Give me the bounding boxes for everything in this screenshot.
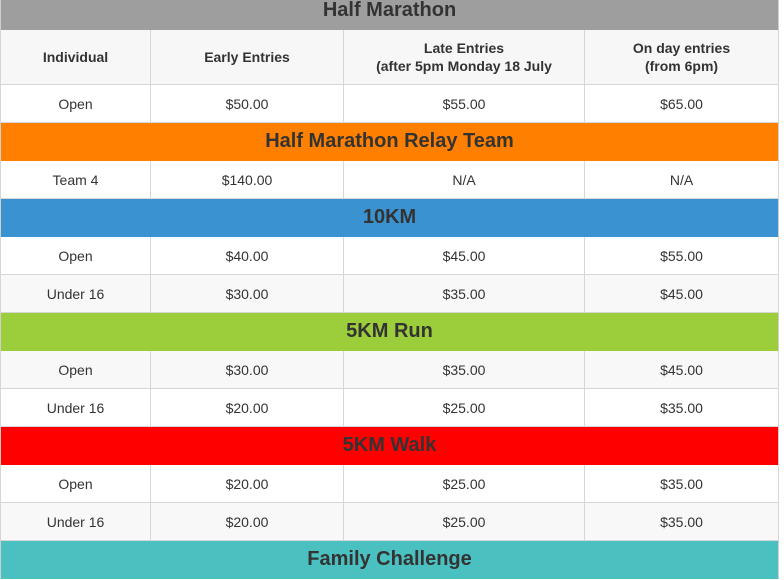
- section-banner-half-marathon: Half Marathon: [0, 0, 780, 30]
- category-cell: Under 16: [0, 502, 151, 541]
- early-price-cell: $50.00: [150, 84, 344, 123]
- table-row: Open $40.00 $45.00 $55.00: [0, 236, 780, 275]
- section-title: Half Marathon Relay Team: [0, 122, 780, 161]
- late-price-cell: $35.00: [343, 274, 585, 313]
- category-cell: Under 16: [0, 388, 151, 427]
- header-on-day-entries: On day entries (from 6pm): [583, 29, 780, 85]
- early-price-cell: $30.00: [150, 350, 344, 389]
- category-cell: Under 16: [0, 274, 151, 313]
- onday-price-cell: $35.00: [583, 464, 780, 503]
- table-row: Under 16 $20.00 $25.00 $35.00: [0, 502, 780, 541]
- onday-price-cell: $35.00: [583, 502, 780, 541]
- section-title: Half Marathon: [0, 0, 780, 30]
- early-price-cell: $40.00: [150, 236, 344, 275]
- section-banner-relay-team: Half Marathon Relay Team: [0, 122, 780, 161]
- early-price-cell: $30.00: [150, 274, 344, 313]
- early-price-cell: $20.00: [150, 502, 344, 541]
- section-title: 5KM Walk: [0, 426, 780, 465]
- category-cell: Open: [0, 350, 151, 389]
- late-price-cell: $25.00: [343, 464, 585, 503]
- table-row: Under 16 $20.00 $25.00 $35.00: [0, 388, 780, 427]
- section-banner-family-challenge: Family Challenge: [0, 540, 780, 579]
- table-row: Under 16 $30.00 $35.00 $45.00: [0, 274, 780, 313]
- onday-price-cell: $45.00: [583, 350, 780, 389]
- late-price-cell: N/A: [343, 160, 585, 199]
- header-late-title: Late Entries: [423, 40, 505, 56]
- onday-price-cell: $55.00: [583, 236, 780, 275]
- table-row: Open $50.00 $55.00 $65.00: [0, 84, 780, 123]
- late-price-cell: $55.00: [343, 84, 585, 123]
- table-row: Team 4 $140.00 N/A N/A: [0, 160, 780, 199]
- section-title: 10KM: [0, 198, 780, 237]
- category-cell: Open: [0, 464, 151, 503]
- section-banner-10km: 10KM: [0, 198, 780, 237]
- table-header-row: Individual Early Entries Late Entries (a…: [0, 29, 780, 85]
- category-cell: Open: [0, 236, 151, 275]
- early-price-cell: $20.00: [150, 464, 344, 503]
- table-row: Open $30.00 $35.00 $45.00: [0, 350, 780, 389]
- early-price-cell: $140.00: [150, 160, 344, 199]
- early-price-cell: $20.00: [150, 388, 344, 427]
- section-title: Family Challenge: [0, 540, 780, 579]
- category-cell: Team 4: [0, 160, 151, 199]
- onday-price-cell: $45.00: [583, 274, 780, 313]
- category-cell: Open: [0, 84, 151, 123]
- late-price-cell: $35.00: [343, 350, 585, 389]
- table-row: Open $20.00 $25.00 $35.00: [0, 464, 780, 503]
- section-title: 5KM Run: [0, 312, 780, 351]
- header-individual: Individual: [0, 29, 151, 85]
- header-onday-title: On day entries: [632, 40, 731, 56]
- late-price-cell: $25.00: [343, 502, 585, 541]
- section-banner-5km-walk: 5KM Walk: [0, 426, 780, 465]
- header-late-note: (after 5pm Monday 18 July: [376, 58, 552, 74]
- late-price-cell: $45.00: [343, 236, 585, 275]
- late-price-cell: $25.00: [343, 388, 585, 427]
- onday-price-cell: N/A: [583, 160, 780, 199]
- section-banner-5km-run: 5KM Run: [0, 312, 780, 351]
- header-late-entries: Late Entries (after 5pm Monday 18 July: [343, 29, 585, 85]
- header-onday-note: (from 6pm): [644, 58, 719, 74]
- onday-price-cell: $65.00: [583, 84, 780, 123]
- onday-price-cell: $35.00: [583, 388, 780, 427]
- header-early-entries: Early Entries: [150, 29, 344, 85]
